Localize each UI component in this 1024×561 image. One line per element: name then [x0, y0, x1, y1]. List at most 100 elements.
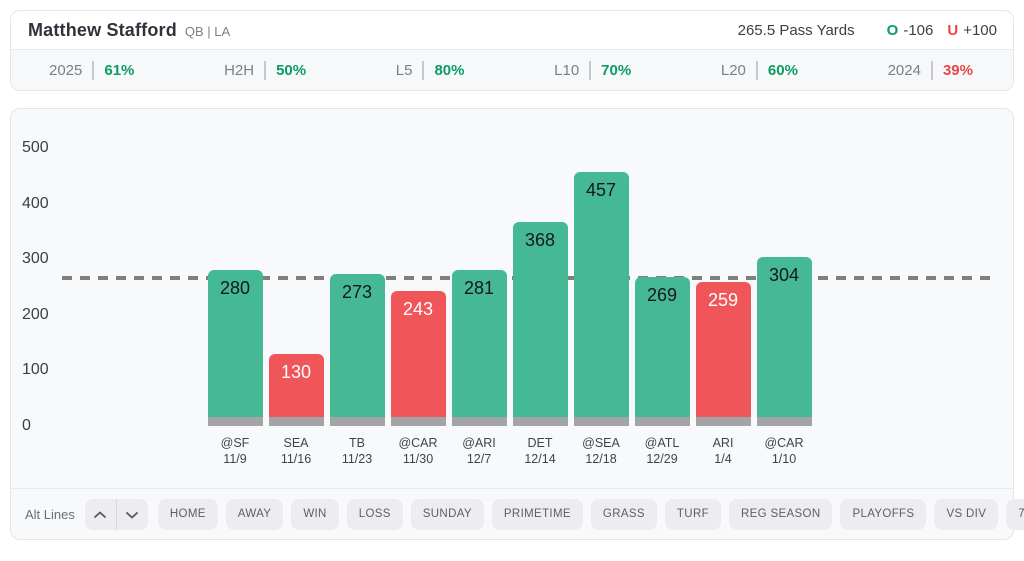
filter-button-vs-div[interactable]: VS DIV [934, 498, 999, 530]
stat-label: H2H [224, 61, 255, 79]
game-date-label: 11/23 [341, 452, 373, 466]
stat-value: 39% [942, 61, 973, 79]
hit-rate-stats-row: 2025 61% H2H 50% L5 80% L10 70% L20 60% 2024 39% [11, 50, 1013, 90]
stat-label: 2025 [49, 61, 83, 79]
y-axis-tick: 0 [22, 417, 31, 434]
bar-value-label: 130 [280, 361, 312, 382]
stat-divider [92, 60, 95, 80]
bar-value-label: 457 [585, 180, 617, 201]
bar-value-label: 269 [646, 284, 678, 305]
alt-line-up-button[interactable] [85, 499, 116, 530]
player-header-card: Matthew Stafford QB | LA 265.5 Pass Yard… [10, 10, 1014, 91]
bar-at-ari-12-7[interactable]: 281 [451, 269, 507, 426]
stat-value: 61% [104, 61, 135, 79]
stat-value: 60% [767, 61, 798, 79]
bar-sea-11-16[interactable]: 130 [268, 353, 324, 426]
opponent-label: @SEA [582, 436, 620, 450]
x-axis-tick: @ATL 12/29 [631, 435, 693, 467]
stat-divider [422, 60, 425, 80]
bar-value-label: 243 [402, 298, 434, 319]
stat-divider [589, 60, 592, 80]
x-axis-tick: @SF 11/9 [204, 435, 266, 467]
y-axis-tick: 100 [22, 361, 49, 379]
bar-ari-1-4[interactable]: 259 [695, 282, 751, 426]
game-date-label: 12/7 [466, 452, 492, 466]
bar-at-car-1-10[interactable]: 304 [756, 257, 812, 426]
chart-card: 500 400 300 200 100 0 280 @SF 11/9 130 SEA 11/16 273… [10, 108, 1024, 540]
stat-value: 50% [276, 61, 307, 79]
stat-value: 70% [601, 61, 632, 79]
stat-item-h2h: H2H 50% [224, 60, 307, 80]
bar-baseline-strip [756, 416, 812, 426]
y-axis-tick: 400 [22, 194, 49, 212]
stat-divider [264, 60, 267, 80]
filter-button-playoffs[interactable]: PLAYOFFS [840, 498, 927, 530]
opponent-label: TB [349, 436, 365, 450]
opponent-label: @CAR [764, 436, 804, 450]
alt-lines-label: Alt Lines [25, 506, 75, 522]
bar-tb-11-23[interactable]: 273 [329, 274, 385, 426]
x-axis-tick: TB 11/23 [326, 435, 388, 467]
over-odds-value: -106 [903, 21, 934, 39]
x-axis-tick: @SEA 12/18 [570, 435, 632, 467]
filter-button-away[interactable]: AWAY [225, 498, 284, 530]
y-axis-tick: 300 [22, 250, 49, 268]
bar-at-car-11-30[interactable]: 243 [390, 290, 446, 426]
game-date-label: 11/30 [402, 452, 434, 466]
filter-button-grass[interactable]: GRASS [590, 498, 657, 530]
filter-button-primetime[interactable]: PRIMETIME [491, 498, 583, 530]
alt-line-down-button[interactable] [117, 499, 148, 530]
game-date-label: 12/29 [646, 452, 678, 466]
player-name-row: Matthew Stafford QB | LA 265.5 Pass Yard… [11, 11, 1013, 50]
stat-item-l10: L10 70% [554, 60, 632, 80]
over-odds[interactable]: O -106 [887, 22, 934, 39]
y-axis-tick: 200 [22, 305, 49, 323]
stat-divider [930, 60, 933, 80]
filter-button-7-days-rest[interactable]: 7 DAYS REST [1006, 498, 1024, 530]
x-axis-tick: @CAR 11/30 [387, 435, 449, 467]
bar-baseline-strip [390, 416, 446, 426]
stepper-divider [115, 498, 117, 530]
game-date-label: 12/14 [524, 452, 556, 466]
x-axis-tick: @ARI 12/7 [448, 435, 510, 467]
bar-baseline-strip [634, 416, 690, 426]
filter-button-turf[interactable]: TURF [664, 498, 721, 530]
opponent-label: SEA [283, 436, 309, 450]
under-letter: U [947, 21, 959, 39]
player-position-team: QB | LA [184, 23, 231, 39]
x-axis-tick: SEA 11/16 [265, 435, 327, 467]
bar-value-label: 280 [219, 278, 251, 299]
player-identity: Matthew Stafford QB | LA [28, 20, 230, 41]
game-date-label: 1/4 [714, 452, 732, 466]
under-odds[interactable]: U +100 [947, 22, 997, 39]
filter-button-reg-season[interactable]: REG SEASON [728, 498, 833, 530]
filter-button-sunday[interactable]: SUNDAY [410, 498, 484, 530]
under-odds-value: +100 [963, 21, 997, 39]
stat-label: L5 [395, 61, 413, 79]
bar-value-label: 273 [341, 282, 373, 303]
stat-item-2025: 2025 61% [49, 60, 135, 80]
bar-value-label: 304 [768, 265, 800, 286]
opponent-label: DET [527, 436, 553, 450]
stat-label: L10 [554, 61, 580, 79]
bar-baseline-strip [512, 416, 568, 426]
over-letter: O [886, 21, 899, 39]
game-date-label: 11/9 [223, 452, 247, 466]
stat-item-l20: L20 60% [720, 60, 798, 80]
filter-button-win[interactable]: WIN [291, 498, 339, 530]
bar-det-12-14[interactable]: 368 [512, 221, 568, 426]
filter-button-home[interactable]: HOME [157, 498, 218, 530]
filter-pills: HOME AWAY WIN LOSS SUNDAY PRIMETIME GRASS TURF R… [157, 498, 1024, 530]
prop-line-label: 265.5 Pass Yards [737, 21, 855, 39]
filter-button-loss[interactable]: LOSS [346, 498, 403, 530]
stat-label: 2024 [887, 61, 921, 79]
x-axis-tick: @CAR 1/10 [753, 435, 815, 467]
bar-at-sea-12-18[interactable]: 457 [573, 172, 629, 426]
y-axis-tick: 500 [22, 139, 49, 157]
stat-item-2024: 2024 39% [887, 60, 973, 80]
chevron-down-icon [126, 507, 139, 522]
stat-label: L20 [720, 61, 746, 79]
bar-at-sf-11-9[interactable]: 280 [207, 270, 263, 426]
bar-at-atl-12-29[interactable]: 269 [634, 276, 690, 426]
player-name: Matthew Stafford [28, 19, 177, 40]
